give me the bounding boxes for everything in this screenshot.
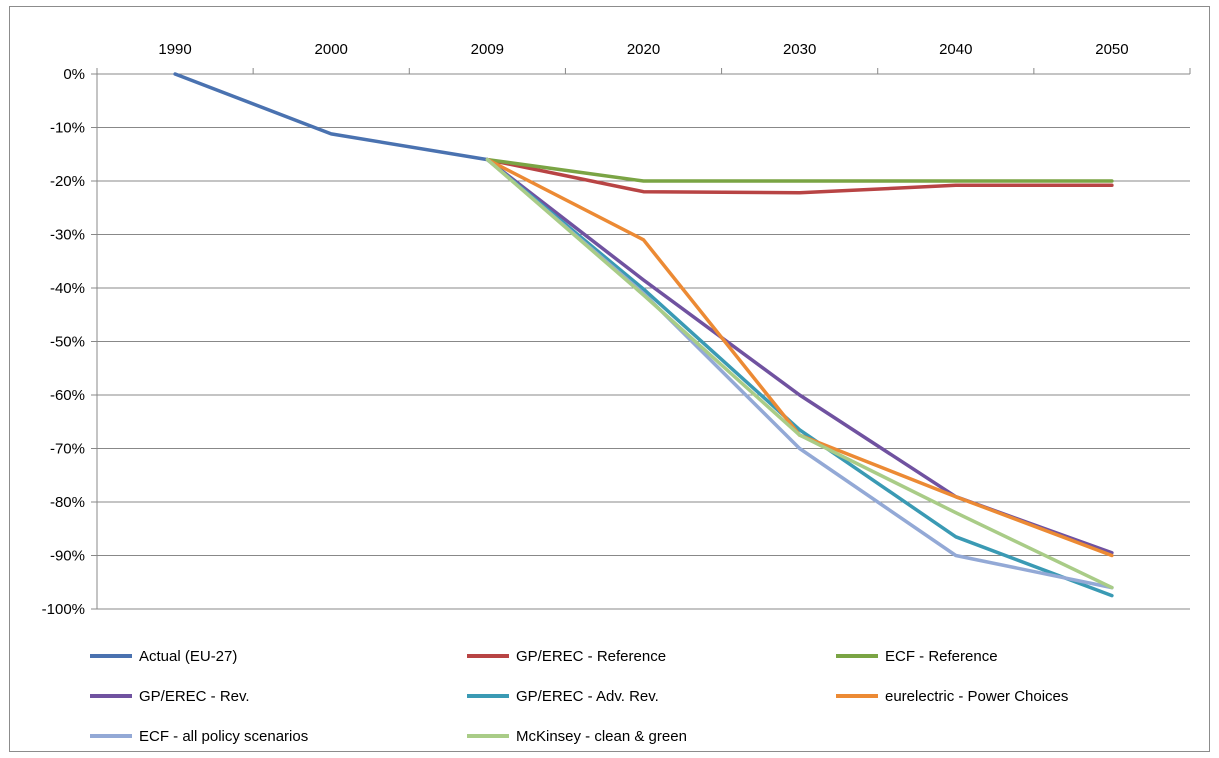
legend-item: Actual (EU-27) — [90, 648, 237, 665]
x-tick-label: 2009 — [471, 41, 504, 58]
x-tick-label: 2050 — [1095, 41, 1128, 58]
y-tick-label: -70% — [50, 441, 85, 458]
legend-label: GP/EREC - Rev. — [139, 688, 250, 705]
y-tick-label: -60% — [50, 387, 85, 404]
legend-label: Actual (EU-27) — [139, 648, 237, 665]
legend-label: GP/EREC - Reference — [516, 648, 666, 665]
legend-label: GP/EREC - Adv. Rev. — [516, 688, 659, 705]
y-tick-label: -20% — [50, 173, 85, 190]
x-tick-label: 2020 — [627, 41, 660, 58]
series-line-4 — [485, 157, 1114, 555]
legend-item: GP/EREC - Reference — [467, 648, 666, 665]
y-tick-label: -100% — [42, 601, 85, 618]
y-tick-label: -30% — [50, 227, 85, 244]
y-tick-label: -10% — [50, 120, 85, 137]
y-tick-label: -80% — [50, 494, 85, 511]
x-tick-label: 1990 — [158, 41, 191, 58]
series-line-1 — [173, 72, 490, 162]
legend-label: McKinsey - clean & green — [516, 728, 687, 745]
legend-item: ECF - Reference — [836, 648, 998, 665]
legend-item: eurelectric - Power Choices — [836, 688, 1068, 705]
series-lines — [173, 72, 1114, 598]
x-tick-label: 2040 — [939, 41, 972, 58]
chart-frame — [9, 6, 1210, 752]
x-tick-labels: 1990 2000 2009 2020 2030 2040 2050 — [158, 41, 1128, 58]
legend-item: ECF - all policy scenarios — [90, 728, 308, 745]
series-line-8 — [485, 157, 1114, 590]
x-tick-label: 2000 — [315, 41, 348, 58]
series-line-6 — [485, 157, 1114, 558]
legend-label: eurelectric - Power Choices — [885, 688, 1068, 705]
x-tick-label: 2030 — [783, 41, 816, 58]
y-tick-labels: 0% -10% -20% -30% -40% -50% -60% -70% -80% -90% -1… — [42, 66, 85, 618]
series-line-5 — [485, 157, 1114, 598]
series-line-3 — [485, 157, 1114, 183]
legend-item: GP/EREC - Rev. — [90, 688, 250, 705]
y-tick-label: 0% — [63, 66, 85, 83]
y-tick-label: -50% — [50, 334, 85, 351]
legend-item: McKinsey - clean & green — [467, 728, 687, 745]
legend-item: GP/EREC - Adv. Rev. — [467, 688, 659, 705]
legend-label: ECF - all policy scenarios — [139, 728, 308, 745]
legend: Actual (EU-27) GP/EREC - Reference ECF - R… — [90, 648, 1068, 745]
series-line-2 — [485, 157, 1114, 195]
legend-label: ECF - Reference — [885, 648, 998, 665]
y-tick-label: -40% — [50, 280, 85, 297]
series-line-7 — [485, 157, 1114, 590]
y-tick-label: -90% — [50, 548, 85, 565]
grid-lines — [91, 68, 1191, 610]
